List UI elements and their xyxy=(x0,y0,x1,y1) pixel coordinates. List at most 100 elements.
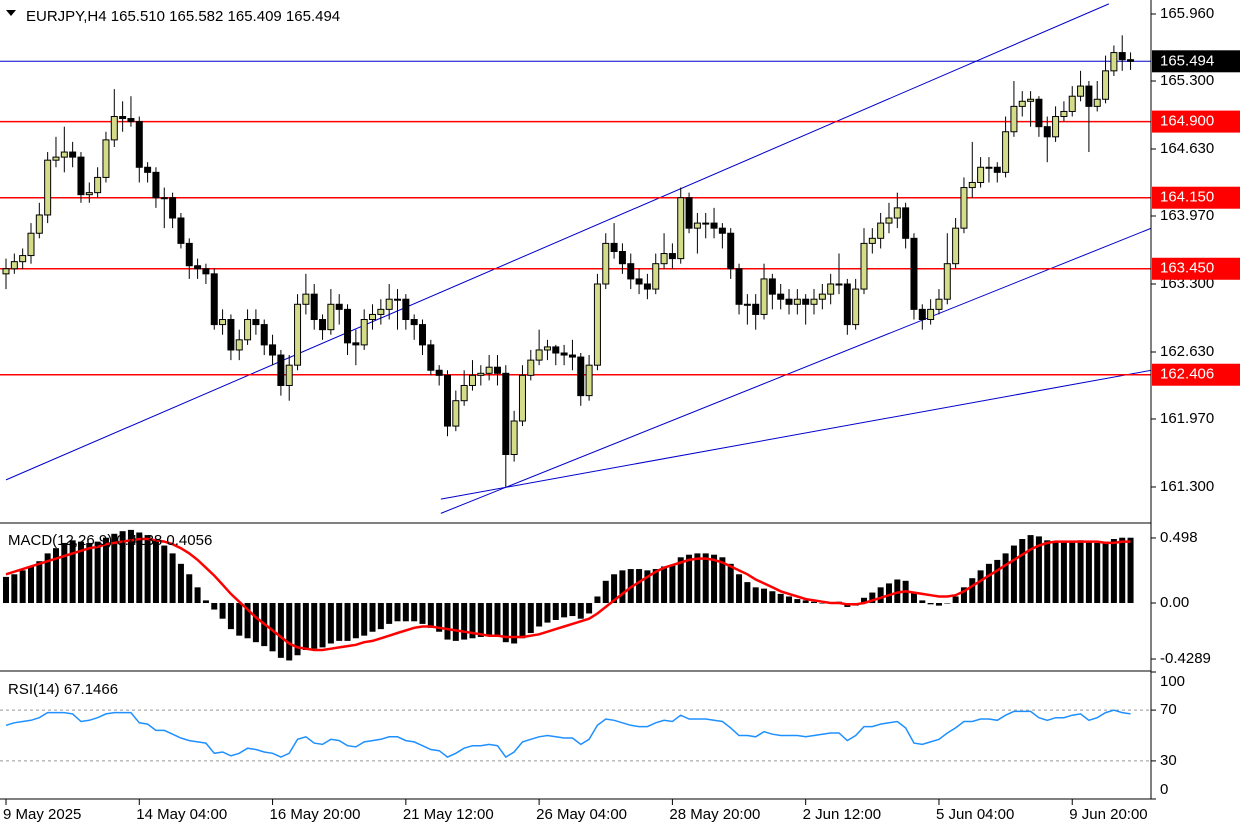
macd-bar xyxy=(935,603,942,606)
candle-body xyxy=(643,283,651,290)
macd-bar xyxy=(677,557,684,604)
macd-bar xyxy=(61,542,68,604)
candle-body xyxy=(710,222,718,229)
x-tick-label: 21 May 12:00 xyxy=(403,806,494,823)
macd-bar xyxy=(602,580,609,604)
candle-body xyxy=(77,156,85,196)
candle-body xyxy=(577,356,585,397)
candle-body xyxy=(635,278,643,285)
macd-bar xyxy=(44,553,51,604)
macd-bar xyxy=(69,540,76,604)
candle-body xyxy=(468,374,476,386)
trend-line xyxy=(5,3,1110,481)
candle-body xyxy=(443,374,451,427)
candle-body xyxy=(1002,131,1010,173)
candle-body xyxy=(210,273,218,326)
macd-bar xyxy=(411,603,418,622)
candle-body xyxy=(427,344,435,371)
macd-bar xyxy=(1060,541,1067,604)
macd-bar xyxy=(786,596,793,604)
candle-body xyxy=(535,349,543,361)
signal-line xyxy=(5,537,1131,652)
macd-bar xyxy=(27,566,34,604)
y-tick-label: 0 xyxy=(1160,781,1168,798)
macd-bar xyxy=(161,545,168,604)
x-tick-label: 28 May 20:00 xyxy=(669,806,760,823)
macd-bar xyxy=(336,603,343,641)
macd-bar xyxy=(761,588,768,604)
candle-body xyxy=(518,374,526,422)
candle-body xyxy=(244,319,252,341)
macd-bar xyxy=(36,561,43,604)
candle-body xyxy=(752,303,760,315)
macd-bar xyxy=(561,603,568,618)
y-tick-label: 70 xyxy=(1160,701,1177,718)
candle-body xyxy=(568,354,576,358)
macd-bar xyxy=(1052,541,1059,604)
macd-bar xyxy=(1035,536,1042,604)
x-tick-label: 5 Jun 04:00 xyxy=(936,806,1014,823)
candle-body xyxy=(285,364,293,386)
candle-body xyxy=(319,319,327,331)
candle-body xyxy=(777,293,785,300)
panel-title: MACD(12,26,9) 0.4138 0.4056 xyxy=(8,532,212,549)
macd-bar xyxy=(877,587,884,604)
macd-bar xyxy=(644,570,651,604)
candle-body xyxy=(927,308,935,321)
macd-bar xyxy=(802,600,809,604)
candle-body xyxy=(1127,59,1135,62)
macd-bar xyxy=(636,569,643,604)
candle-body xyxy=(277,354,285,386)
candle-body xyxy=(119,116,127,120)
candle-body xyxy=(302,293,310,305)
x-tick-label: 2 Jun 12:00 xyxy=(803,806,881,823)
macd-bar xyxy=(477,603,484,637)
macd-bar xyxy=(919,600,926,604)
macd-bar xyxy=(927,603,934,605)
candle-body xyxy=(627,263,635,280)
macd-bar xyxy=(211,603,218,610)
candle-body xyxy=(35,214,43,234)
candle-body xyxy=(227,319,235,351)
macd-bar xyxy=(777,593,784,604)
macd-bar xyxy=(144,535,151,604)
level-label-box xyxy=(1152,257,1240,280)
candle-body xyxy=(952,227,960,265)
macd-bar xyxy=(244,603,251,639)
candle-body xyxy=(310,293,318,321)
level-label: 163.450 xyxy=(1160,260,1214,277)
candle-body xyxy=(735,268,743,305)
candle-body xyxy=(194,265,202,270)
candle-body xyxy=(1060,110,1068,118)
candle-body xyxy=(169,197,177,219)
macd-bar xyxy=(419,603,426,624)
macd-bar xyxy=(702,553,709,604)
macd-bar xyxy=(461,603,468,640)
candle-body xyxy=(1010,105,1018,133)
candle-body xyxy=(502,372,510,456)
candle-body xyxy=(660,253,668,265)
macd-bar xyxy=(577,603,584,619)
macd-bar xyxy=(952,596,959,604)
candle-body xyxy=(543,346,551,351)
candle-body xyxy=(52,156,60,161)
trend-line xyxy=(440,227,1151,514)
candle-body xyxy=(69,151,77,158)
candle-body xyxy=(1035,98,1043,128)
candle-body xyxy=(1052,116,1060,138)
candle-body xyxy=(94,176,102,194)
macd-bar xyxy=(910,592,917,604)
candle-body xyxy=(127,118,135,123)
candle-body xyxy=(360,319,368,346)
macd-bar xyxy=(319,603,326,648)
candle-body xyxy=(27,232,35,257)
menu-arrow[interactable] xyxy=(6,10,16,16)
macd-bar xyxy=(111,533,118,604)
macd-bar xyxy=(794,599,801,604)
candle-body xyxy=(219,319,227,326)
candle-body xyxy=(693,222,701,229)
candle-body xyxy=(1018,100,1026,107)
macd-bar xyxy=(736,574,743,604)
macd-bar xyxy=(352,603,359,639)
candle-body xyxy=(102,139,110,178)
